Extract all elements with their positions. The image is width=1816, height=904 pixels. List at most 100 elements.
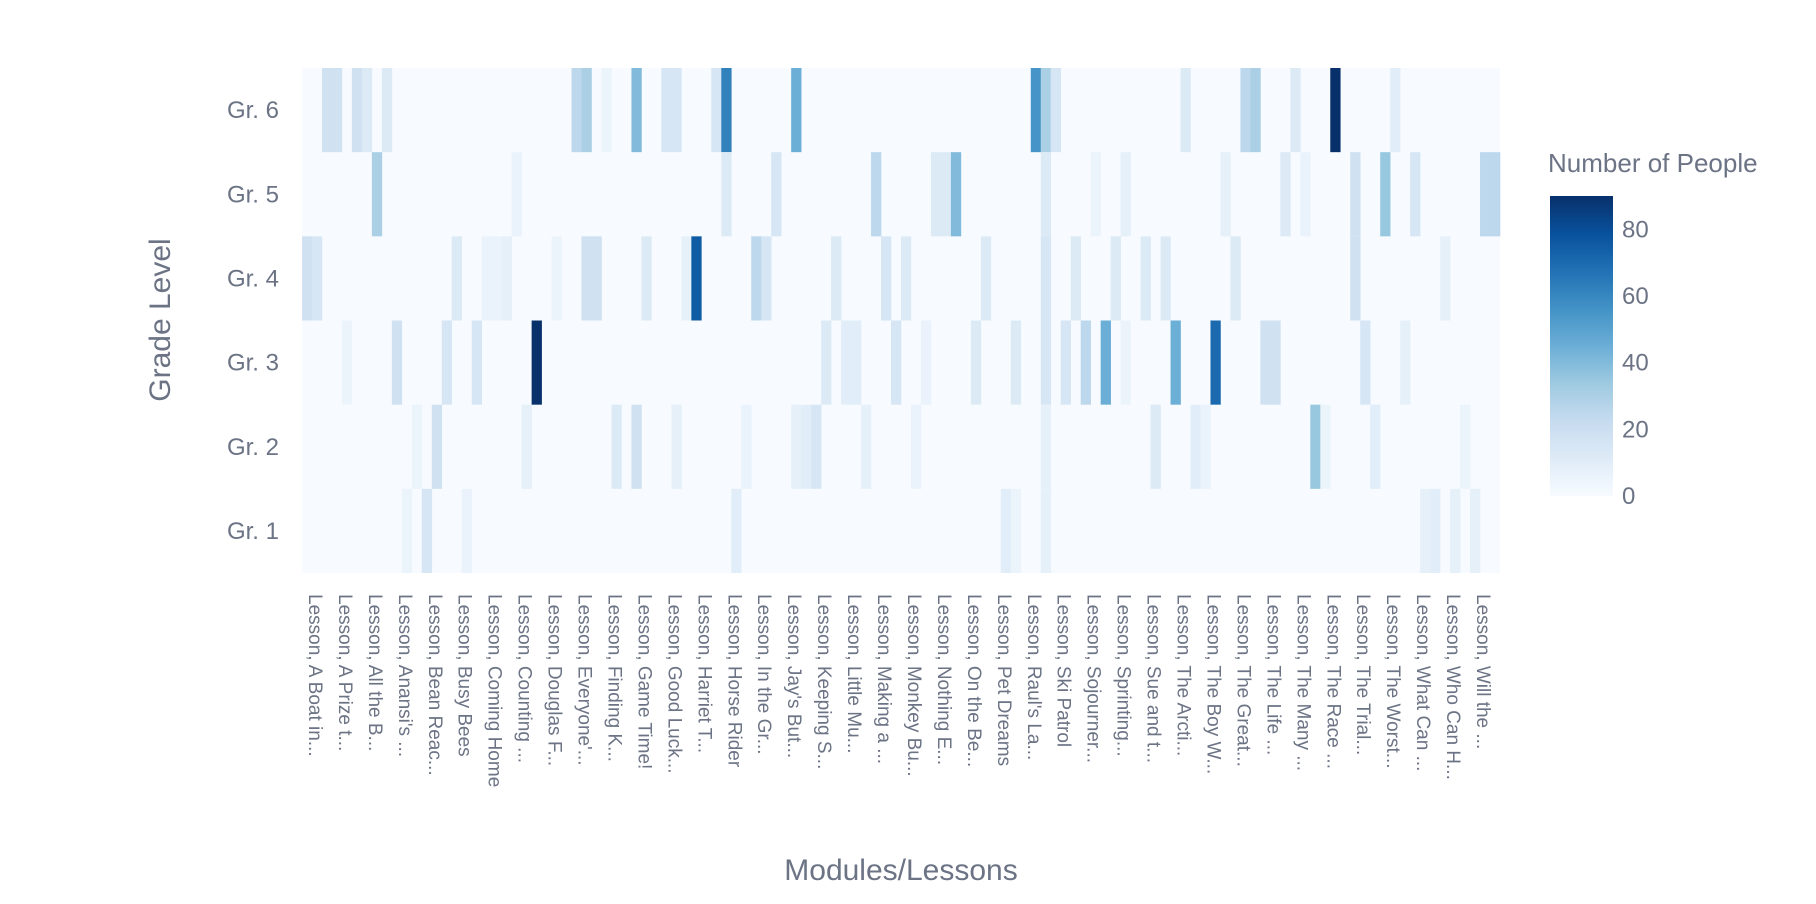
heatmap-cell (571, 68, 582, 153)
heatmap-cell (631, 404, 642, 489)
colorbar-tick-label: 20 (1622, 416, 1649, 443)
heatmap-cell (302, 236, 313, 321)
x-tick-label: Lesson, Sojourner... (1083, 594, 1104, 763)
heatmap-cell (1240, 68, 1251, 153)
x-tick-label: Lesson, The Race ... (1322, 594, 1343, 769)
heatmap-cell (1210, 320, 1221, 405)
heatmap-cell (401, 488, 413, 573)
heatmap-cell (581, 236, 592, 321)
heatmap-cell (391, 320, 403, 405)
x-tick-label: Lesson, What Can ... (1412, 594, 1433, 771)
heatmap-cell (641, 236, 652, 321)
colorbar-tick-label: 0 (1622, 483, 1635, 510)
x-tick-label: Lesson, Horse Rider (723, 594, 744, 768)
heatmap-cell (970, 320, 982, 405)
heatmap-cell (441, 320, 453, 405)
heatmap-cell (801, 404, 812, 489)
heatmap-cell (841, 320, 852, 405)
heatmap-cell (371, 152, 383, 237)
heatmap-cell (1140, 236, 1151, 321)
heatmap-cell (381, 68, 393, 153)
heatmap-cell (491, 236, 502, 321)
x-tick-label: Lesson, The Worst... (1382, 594, 1403, 769)
x-tick-label: Lesson, Ski Patrol (1053, 594, 1074, 747)
y-tick-label: Gr. 3 (227, 350, 279, 377)
heatmap-cell (1040, 404, 1052, 489)
heatmap-cell (1170, 320, 1181, 405)
x-tick-label: Lesson, Sprinting... (1113, 594, 1134, 757)
heatmap-cell (721, 68, 732, 153)
colorbar-title: Number of People (1548, 148, 1758, 178)
x-tick-label: Lesson, A Boat in... (304, 594, 325, 757)
heatmap-cell (1300, 152, 1311, 237)
heatmap-cell (741, 404, 752, 489)
heatmap-cell (581, 68, 592, 153)
x-tick-label: Lesson, The Great... (1232, 594, 1253, 767)
x-tick-label: Lesson, On the Be... (963, 594, 984, 767)
heatmap-cell (311, 236, 323, 321)
heatmap-cell (601, 68, 612, 153)
heatmap-cell (1390, 68, 1401, 153)
heatmap-cell (1250, 68, 1261, 153)
x-tick-label: Lesson, Monkey Bu... (903, 594, 924, 777)
heatmap-cell (1010, 488, 1022, 573)
x-tick-label: Lesson, Sue and t... (1143, 594, 1164, 763)
colorbar-tick-label: 60 (1622, 283, 1649, 310)
heatmap-cell (930, 152, 942, 237)
x-tick-label: Lesson, Game Time! (633, 594, 654, 769)
heatmap-cell (1270, 320, 1281, 405)
x-tick-label: Lesson, The Many ... (1292, 594, 1313, 771)
heatmap-cell (1030, 68, 1042, 153)
heatmap-cell (831, 236, 842, 321)
heatmap-cell (1180, 68, 1191, 153)
x-tick-label: Lesson, Keeping S... (813, 594, 834, 769)
x-tick-label: Lesson, Anansi's ... (394, 594, 415, 757)
heatmap-cell (1380, 152, 1391, 237)
x-tick-label: Lesson, Busy Bees (454, 594, 475, 757)
heatmap-cell (771, 152, 782, 237)
x-tick-label: Lesson, Will the ... (1472, 594, 1493, 749)
heatmap-cell (1010, 320, 1022, 405)
heatmap-cell (1480, 152, 1491, 237)
heatmap-cell (631, 68, 642, 153)
heatmap-cell (1200, 404, 1211, 489)
heatmap-cell (891, 320, 902, 405)
heatmap-cell (461, 488, 473, 573)
heatmap-cell (1040, 320, 1052, 405)
heatmap-cell (661, 68, 672, 153)
heatmap-cell (1260, 320, 1271, 405)
y-axis-ticks: Gr. 1 Gr. 2 Gr. 3 Gr. 4 Gr. 5 Gr. 6 (227, 97, 279, 545)
x-tick-label: Lesson, Little Mu... (843, 594, 864, 753)
heatmap-cell (321, 68, 333, 153)
heatmap-cell (1430, 488, 1441, 573)
heatmap-cell (1420, 488, 1431, 573)
y-tick-label: Gr. 2 (227, 434, 279, 461)
heatmap-cell (1120, 152, 1131, 237)
heatmap-cell (711, 68, 722, 153)
heatmap-cell (471, 320, 482, 405)
heatmap-cell (751, 236, 762, 321)
heatmap-cell (1330, 68, 1341, 153)
heatmap-cell (1350, 236, 1361, 321)
heatmap-cell (481, 236, 492, 321)
x-tick-label: Lesson, Pet Dreams (993, 594, 1014, 766)
heatmap-cell (1080, 320, 1091, 405)
heatmap-cell (671, 68, 682, 153)
heatmap-cell (1150, 404, 1161, 489)
heatmap-cell (1090, 152, 1101, 237)
heatmap-cell (331, 68, 343, 153)
x-tick-label: Lesson, The Boy W... (1203, 594, 1224, 774)
x-tick-label: Lesson, The Trial... (1352, 594, 1373, 755)
heatmap-cell (511, 152, 522, 237)
x-tick-label: Lesson, Jay's But... (783, 594, 804, 758)
heatmap-cell (1060, 320, 1072, 405)
heatmap-cell (671, 404, 682, 489)
heatmap-cell (851, 320, 862, 405)
heatmap-cell (811, 404, 822, 489)
heatmap-cell (1410, 152, 1421, 237)
x-tick-label: Lesson, Bean Reac... (424, 594, 445, 776)
heatmap-cell (1220, 152, 1231, 237)
heatmap-cell (731, 488, 742, 573)
heatmap-cell (791, 68, 802, 153)
